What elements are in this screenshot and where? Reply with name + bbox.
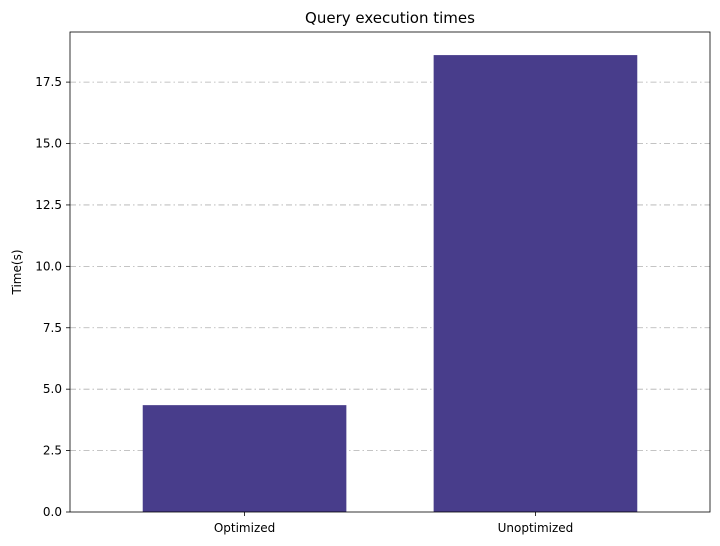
x-tick-label: Unoptimized	[498, 521, 574, 535]
y-tick-label: 0.0	[43, 505, 62, 519]
bar-unoptimized	[433, 55, 638, 512]
y-tick-label: 7.5	[43, 321, 62, 335]
y-tick-label: 10.0	[35, 259, 62, 273]
y-tick-label: 5.0	[43, 382, 62, 396]
plot-frame	[69, 31, 711, 513]
bar-optimized	[142, 405, 347, 512]
y-tick-label: 17.5	[35, 75, 62, 89]
y-tick-label: 15.0	[35, 137, 62, 151]
y-axis-ticks: 0.0 2.5 5.0 7.5 10.0 12.5 15.0 17.5	[35, 75, 70, 519]
gridlines	[70, 81, 710, 451]
x-tick-label: Optimized	[214, 521, 275, 535]
y-tick-label: 2.5	[43, 444, 62, 458]
y-tick-label: 12.5	[35, 198, 62, 212]
chart-title: Query execution times	[305, 9, 475, 27]
bars	[142, 55, 638, 512]
y-axis-label: Time(s)	[10, 250, 24, 296]
x-axis-ticks: Optimized Unoptimized	[214, 512, 573, 535]
